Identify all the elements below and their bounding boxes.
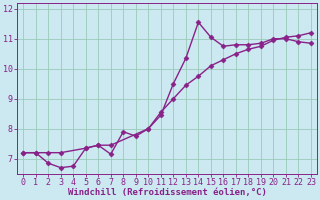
X-axis label: Windchill (Refroidissement éolien,°C): Windchill (Refroidissement éolien,°C) [68,188,267,197]
